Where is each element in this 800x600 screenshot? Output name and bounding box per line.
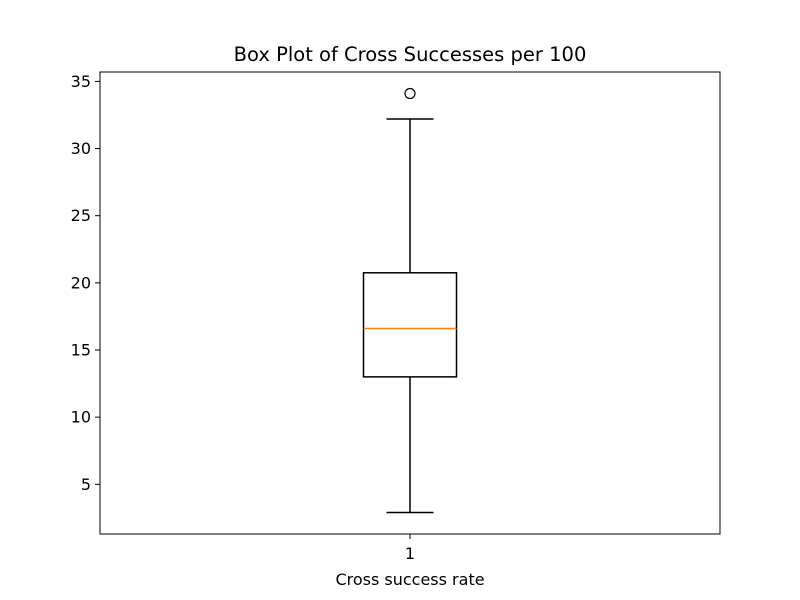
y-tick-label: 20 xyxy=(71,273,91,292)
y-tick-label: 25 xyxy=(71,206,91,225)
outlier-point xyxy=(404,87,416,100)
y-tick-label: 15 xyxy=(71,341,91,360)
x-tick-label: 1 xyxy=(405,544,415,563)
box-group xyxy=(362,87,458,514)
y-tick-label: 35 xyxy=(71,72,91,91)
y-axis: 5 10 15 20 25 30 35 xyxy=(71,72,100,494)
y-tick-label: 5 xyxy=(81,475,91,494)
x-axis: 1 xyxy=(405,534,415,563)
chart-title: Box Plot of Cross Successes per 100 xyxy=(234,43,587,66)
y-tick-label: 30 xyxy=(71,139,91,158)
y-tick-label: 10 xyxy=(71,408,91,427)
box-iqr xyxy=(362,272,458,378)
x-axis-label: Cross success rate xyxy=(335,570,484,589)
